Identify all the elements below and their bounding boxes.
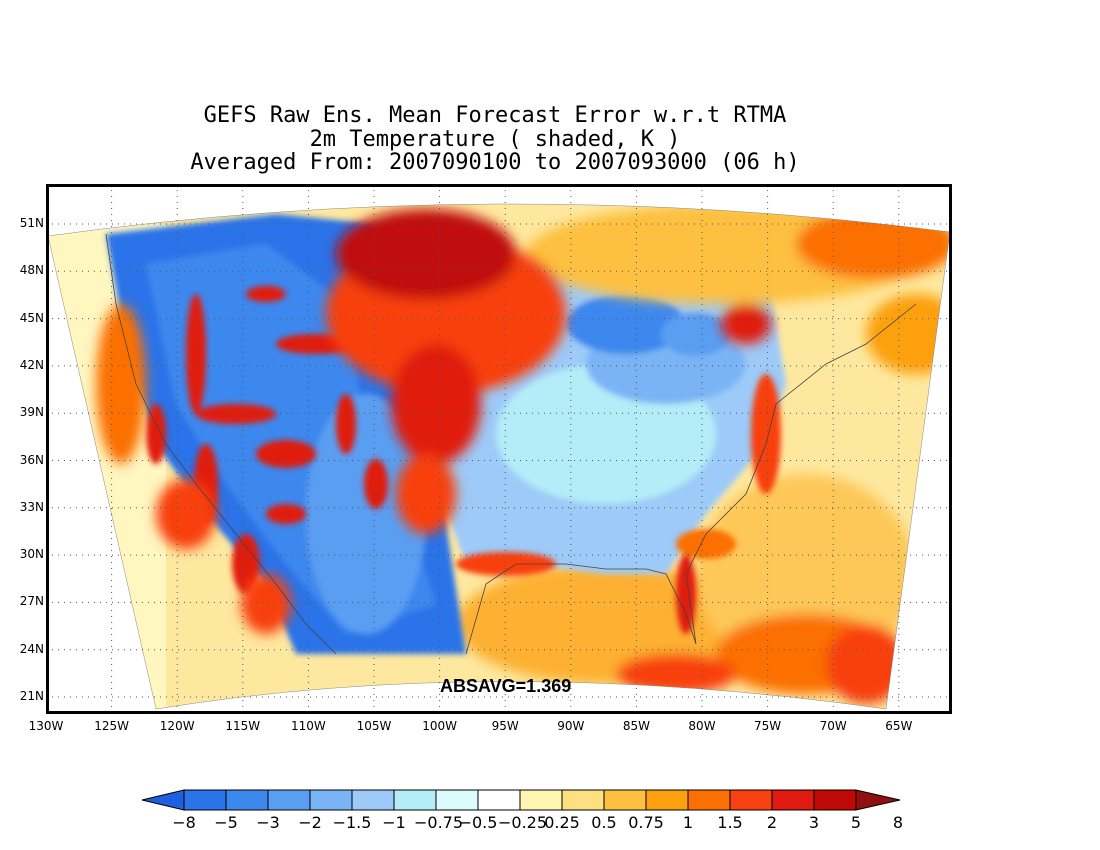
lon-label: 80W [688,719,716,733]
colorbar-swatch [813,789,857,811]
colorbar-swatch [477,789,521,811]
lon-label: 115W [225,719,261,733]
colorbar-swatch [183,789,227,811]
chart-title-line-2: 2m Temperature ( shaded, K ) [309,127,681,152]
lat-label: 33N [19,499,44,514]
map-border [46,184,952,714]
coastlines [105,233,917,655]
colorbar-tick-label: −0.5 [458,813,498,832]
lat-label: 48N [19,263,44,278]
lon-label: 100W [422,719,457,733]
colorbar-swatch [603,789,647,811]
lon-label: 130W [28,719,64,733]
lat-label: 21N [19,689,44,703]
colorbar-tick-label: −0.25 [498,813,548,832]
lon-label: 65W [885,719,913,733]
colorbar-low-arrow [141,789,185,811]
colorbar-swatch [267,789,311,811]
colorbar-tick-label: −1 [382,813,406,832]
lat-label: 30N [19,547,44,562]
lon-label: 125W [94,719,129,733]
colorbar-tick-label: 0.5 [591,813,617,832]
map-plot-area [46,184,952,714]
colorbar-swatch [729,789,773,811]
colorbar-swatch [435,789,479,811]
colorbar-swatch [771,789,815,811]
colorbar [141,789,901,811]
lon-label: 75W [754,719,782,733]
lon-label: 90W [557,719,585,733]
lon-label: 70W [819,719,847,733]
chart-title-line-3: Averaged From: 2007090100 to 2007093000 … [190,150,800,175]
colorbar-tick-label: 8 [892,813,904,832]
chart-title-line-1: GEFS Raw Ens. Mean Forecast Error w.r.t … [203,103,787,128]
lon-label: 85W [622,719,650,733]
lat-label: 27N [19,594,44,609]
absavg-statistic: ABSAVG=1.369 [440,676,572,696]
colorbar-swatch [351,789,395,811]
colorbar-swatch [225,789,269,811]
lat-label: 39N [19,405,44,420]
colorbar-swatch [687,789,731,811]
lon-label: 110W [291,719,326,733]
colorbar-tick-label: 3 [808,813,820,832]
colorbar-tick-label: 1 [682,813,694,832]
colorbar-tick-label: 0.75 [628,813,664,832]
colorbar-tick-label: 2 [766,813,778,832]
lat-label: 45N [19,310,44,325]
colorbar-swatch [393,789,437,811]
colorbar-tick-label: −2 [298,813,322,832]
lat-label: 51N [19,216,44,230]
colorbar-swatch [309,789,353,811]
colorbar-tick-label: 0.25 [544,813,580,832]
lon-label: 95W [491,719,519,733]
lat-label: 36N [19,452,44,467]
colorbar-swatch [519,789,563,811]
colorbar-tick-label: −8 [172,813,196,832]
colorbar-swatch [561,789,605,811]
lat-label: 24N [19,641,44,656]
lat-label: 42N [19,357,44,372]
colorbar-tick-label: −1.5 [332,813,372,832]
colorbar-tick-label: −3 [256,813,280,832]
lon-label: 105W [356,719,392,733]
map-gridlines [46,184,952,714]
colorbar-swatch [645,789,689,811]
colorbar-tick-label: −0.75 [414,813,464,832]
colorbar-tick-label: −5 [214,813,238,832]
colorbar-tick-label: 1.5 [717,813,743,832]
lon-label: 120W [159,719,195,733]
forecast-error-field [48,203,950,709]
colorbar-tick-label: 5 [850,813,862,832]
colorbar-high-arrow [855,789,901,811]
